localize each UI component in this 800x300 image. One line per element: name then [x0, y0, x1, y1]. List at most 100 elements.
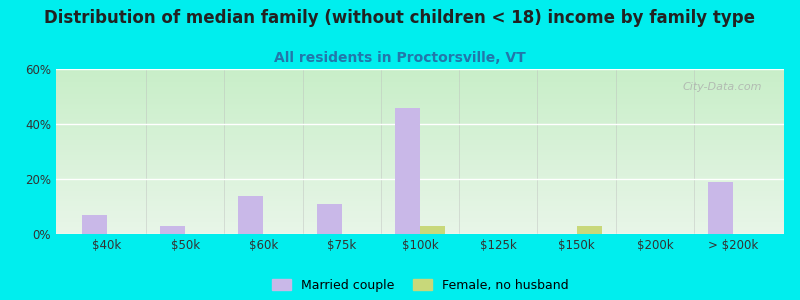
Bar [56, 201, 784, 203]
Bar [56, 82, 784, 84]
Bar [160, 226, 185, 234]
Bar [56, 74, 784, 76]
Bar [56, 72, 784, 74]
Bar [56, 204, 784, 206]
Bar [56, 188, 784, 190]
Bar [56, 92, 784, 94]
Bar [56, 155, 784, 156]
Legend: Married couple, Female, no husband: Married couple, Female, no husband [267, 274, 573, 297]
Bar [56, 152, 784, 153]
Bar [56, 136, 784, 138]
Bar [56, 95, 784, 97]
Bar [56, 160, 784, 161]
Bar [56, 77, 784, 79]
Bar [56, 165, 784, 166]
Bar [56, 223, 784, 224]
Bar [56, 102, 784, 104]
Bar [56, 221, 784, 223]
Bar [56, 161, 784, 163]
Bar [56, 181, 784, 183]
Bar [56, 158, 784, 160]
Bar [56, 105, 784, 107]
Bar [56, 209, 784, 211]
Bar [56, 87, 784, 89]
Bar [56, 143, 784, 145]
Bar [56, 132, 784, 133]
Bar [56, 179, 784, 181]
Bar [56, 109, 784, 110]
Bar [56, 211, 784, 212]
Bar [56, 118, 784, 120]
Bar [56, 70, 784, 72]
Bar [56, 79, 784, 80]
Bar [56, 138, 784, 140]
Bar [56, 218, 784, 219]
Bar [56, 94, 784, 95]
Bar [56, 117, 784, 118]
Bar [56, 198, 784, 199]
Bar [56, 232, 784, 234]
Bar [56, 163, 784, 165]
Bar [56, 173, 784, 175]
Bar [56, 97, 784, 99]
Bar [56, 69, 784, 70]
Bar [56, 227, 784, 229]
Text: City-Data.com: City-Data.com [682, 82, 762, 92]
Bar [56, 80, 784, 82]
Bar [56, 150, 784, 152]
Bar [56, 199, 784, 201]
Bar [56, 219, 784, 221]
Bar [56, 113, 784, 115]
Bar [56, 191, 784, 193]
Bar [56, 112, 784, 113]
Bar [56, 168, 784, 170]
Bar [56, 103, 784, 105]
Bar [56, 216, 784, 218]
Bar [238, 196, 263, 234]
Bar [56, 133, 784, 135]
Bar [56, 120, 784, 122]
Bar [56, 142, 784, 143]
Bar [56, 140, 784, 142]
Bar [56, 157, 784, 158]
Bar [56, 184, 784, 186]
Bar [56, 115, 784, 117]
Bar [56, 203, 784, 204]
Bar [56, 183, 784, 184]
Bar [56, 171, 784, 173]
Bar [56, 135, 784, 136]
Bar [56, 226, 784, 227]
Bar [56, 99, 784, 100]
Bar [82, 215, 107, 234]
Bar [56, 214, 784, 216]
Bar [56, 193, 784, 194]
Bar [56, 89, 784, 90]
Bar [56, 231, 784, 232]
Bar [56, 176, 784, 178]
Bar [56, 110, 784, 112]
Bar [56, 122, 784, 124]
Bar [56, 224, 784, 226]
Bar [577, 226, 602, 234]
Bar [56, 178, 784, 179]
Bar [708, 182, 733, 234]
Bar [56, 124, 784, 125]
Bar [56, 148, 784, 150]
Bar [56, 76, 784, 77]
Bar [56, 170, 784, 171]
Bar [56, 85, 784, 87]
Bar [56, 166, 784, 168]
Bar [56, 90, 784, 92]
Text: Distribution of median family (without children < 18) income by family type: Distribution of median family (without c… [45, 9, 755, 27]
Bar [56, 208, 784, 209]
Bar [56, 107, 784, 109]
Bar [56, 153, 784, 155]
Bar [56, 186, 784, 188]
Bar [317, 204, 342, 234]
Bar [56, 175, 784, 176]
Bar [56, 125, 784, 127]
Bar [56, 127, 784, 128]
Bar [56, 100, 784, 102]
Bar [56, 229, 784, 231]
Bar [56, 196, 784, 198]
